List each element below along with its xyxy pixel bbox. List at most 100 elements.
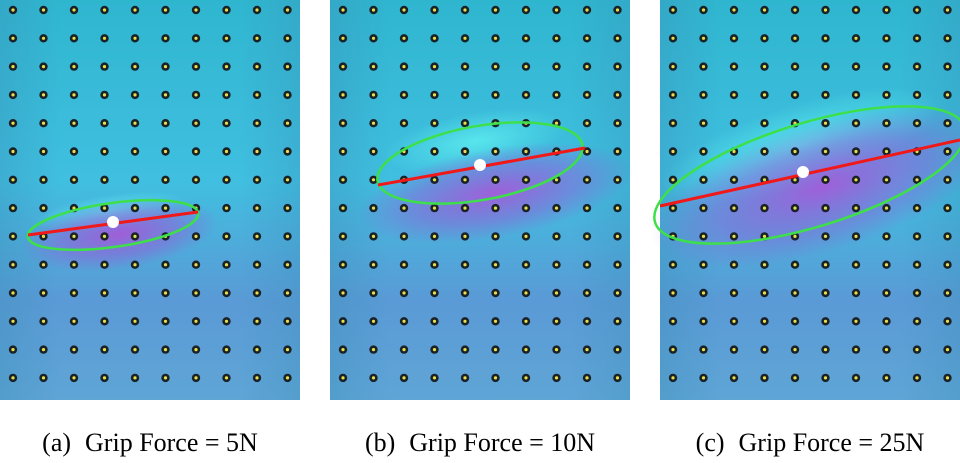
marker-center: [463, 263, 467, 267]
marker-center: [463, 36, 467, 40]
marker-center: [554, 376, 559, 380]
marker-center: [255, 263, 259, 267]
marker-center: [854, 121, 858, 125]
contact-ellipse: [26, 198, 200, 252]
marker-center: [194, 319, 198, 323]
marker-center: [341, 93, 345, 97]
marker-center: [823, 206, 828, 210]
marker-center: [762, 348, 767, 352]
marker-center: [823, 65, 828, 69]
marker-center: [102, 149, 107, 154]
marker-center: [102, 93, 107, 97]
marker-center: [341, 65, 345, 69]
marker-center: [133, 149, 137, 154]
caption-text: Grip Force = 5N: [85, 428, 258, 457]
marker-center: [371, 291, 376, 295]
marker-center: [72, 263, 76, 267]
marker-center: [402, 206, 406, 210]
marker-center: [255, 291, 259, 295]
marker-center: [823, 291, 828, 295]
marker-center: [524, 93, 528, 97]
marker-center: [224, 121, 229, 125]
marker-center: [554, 319, 559, 323]
marker-center: [945, 376, 950, 380]
marker-center: [133, 121, 137, 125]
marker-center: [11, 93, 15, 97]
marker-center: [285, 376, 290, 380]
marker-center: [585, 65, 589, 69]
marker-center: [884, 376, 889, 380]
marker-center: [915, 291, 919, 295]
marker-center: [194, 348, 198, 352]
marker-center: [402, 121, 406, 125]
marker-center: [524, 206, 528, 210]
marker-center: [585, 291, 589, 295]
marker-center: [493, 291, 498, 295]
marker-center: [224, 291, 229, 295]
marker-center: [402, 263, 406, 267]
marker-center: [701, 149, 706, 154]
marker-center: [793, 65, 797, 69]
marker-center: [585, 348, 589, 352]
marker-center: [224, 93, 229, 97]
marker-center: [493, 65, 498, 69]
marker-center: [102, 178, 107, 182]
marker-center: [732, 121, 736, 125]
marker-center: [463, 121, 467, 125]
marker-center: [615, 93, 620, 97]
marker-center: [762, 319, 767, 323]
caption-text: Grip Force = 25N: [739, 428, 925, 457]
marker-center: [341, 319, 345, 323]
marker-center: [585, 8, 589, 12]
marker-center: [41, 65, 46, 69]
marker-center: [493, 36, 498, 40]
marker-center: [615, 348, 620, 352]
marker-center: [255, 206, 259, 210]
marker-center: [615, 178, 620, 182]
marker-center: [432, 36, 437, 40]
marker-center: [102, 291, 107, 295]
marker-center: [463, 65, 467, 69]
marker-center: [102, 121, 107, 125]
marker-center: [884, 206, 889, 210]
marker-center: [854, 263, 858, 267]
marker-center: [341, 376, 345, 380]
marker-center: [402, 348, 406, 352]
marker-center: [793, 234, 797, 238]
marker-center: [371, 149, 376, 154]
marker-center: [194, 291, 198, 295]
marker-center: [133, 36, 137, 40]
marker-center: [41, 291, 46, 295]
marker-center: [615, 319, 620, 323]
marker-center: [823, 8, 828, 12]
marker-center: [432, 206, 437, 210]
marker-center: [163, 93, 168, 97]
marker-center: [285, 178, 290, 182]
marker-center: [945, 93, 950, 97]
marker-center: [585, 206, 589, 210]
marker-center: [524, 291, 528, 295]
marker-center: [823, 121, 828, 125]
marker-center: [402, 234, 406, 238]
marker-center: [102, 263, 107, 267]
marker-center: [255, 36, 259, 40]
centroid: [797, 166, 809, 178]
marker-center: [11, 376, 15, 380]
marker-center: [732, 36, 736, 40]
marker-center: [671, 348, 675, 352]
marker-center: [823, 319, 828, 323]
marker-center: [11, 149, 15, 154]
marker-center: [945, 291, 950, 295]
marker-center: [285, 263, 290, 267]
marker-center: [102, 319, 107, 323]
marker-center: [884, 234, 889, 238]
marker-center: [255, 65, 259, 69]
marker-center: [72, 291, 76, 295]
marker-center: [884, 263, 889, 267]
marker-center: [194, 8, 198, 12]
marker-center: [371, 376, 376, 380]
marker-center: [341, 36, 345, 40]
marker-center: [762, 178, 767, 182]
marker-center: [823, 376, 828, 380]
marker-center: [163, 8, 168, 12]
